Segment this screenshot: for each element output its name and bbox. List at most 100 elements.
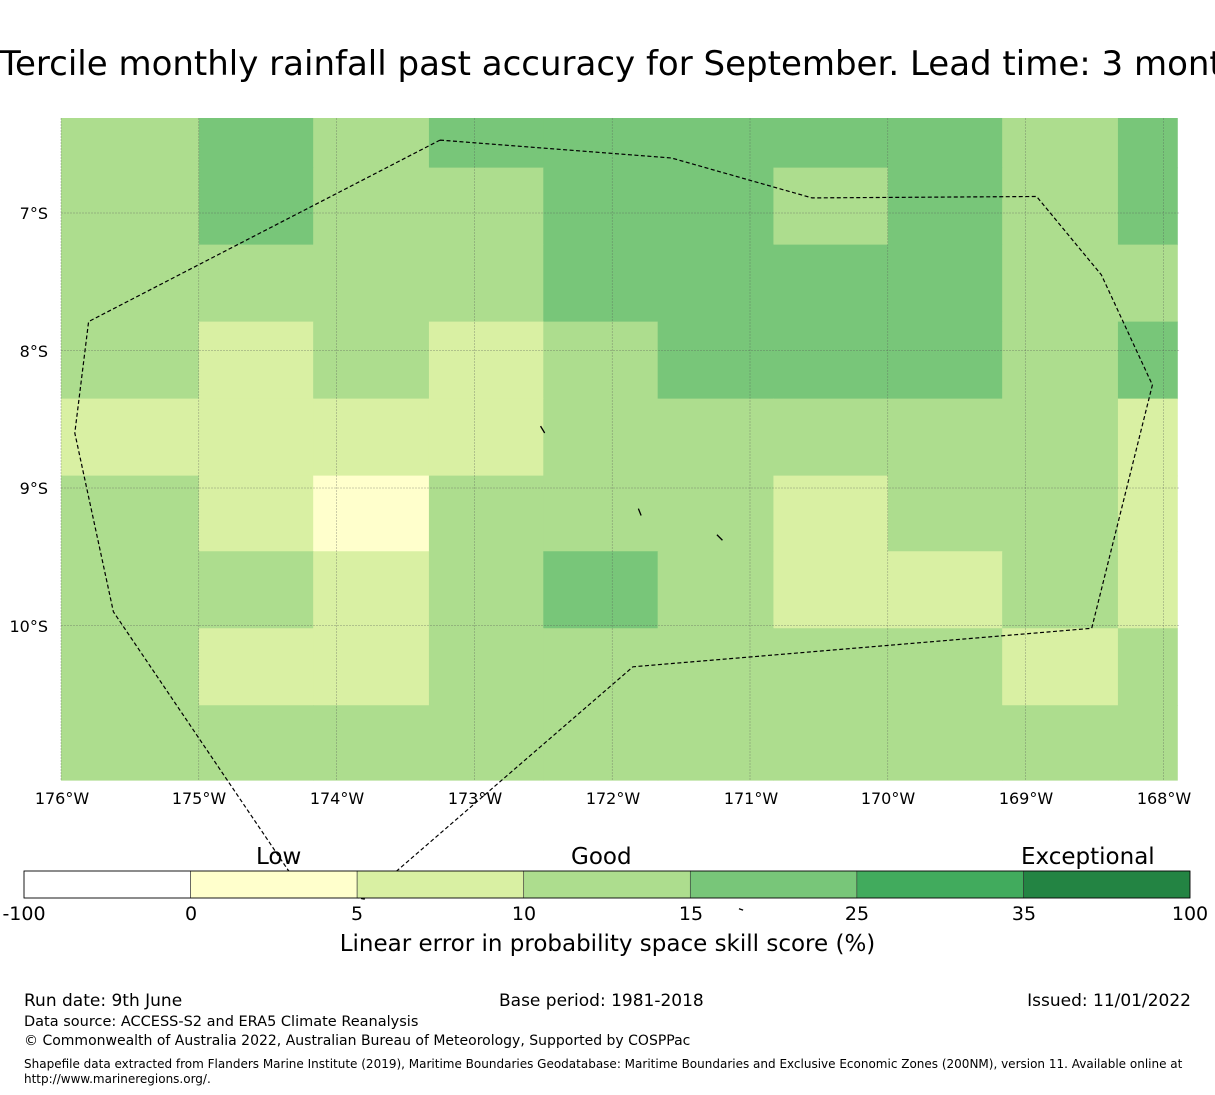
skill-map — [23, 118, 1191, 911]
skill-cell — [313, 167, 430, 246]
island-outline — [738, 908, 744, 911]
colorbar-tick: 0 — [184, 903, 198, 925]
colorbar-tick: -100 — [2, 903, 46, 925]
skill-cell — [313, 705, 430, 781]
colorbar-bin — [356, 870, 525, 899]
skill-cell — [313, 475, 430, 552]
island-outline — [637, 508, 642, 516]
skill-cell — [61, 475, 200, 552]
lon-label-176w: 176°W — [34, 789, 90, 808]
skill-cell — [1002, 628, 1119, 706]
lon-label-171w: 171°W — [723, 789, 779, 808]
skill-cell — [887, 628, 1003, 706]
skill-cell — [1002, 475, 1119, 552]
skill-cell — [657, 321, 775, 400]
skill-cell — [657, 628, 775, 706]
skill-cell — [887, 167, 1003, 246]
skill-cell — [773, 475, 889, 552]
skill-cell — [887, 321, 1003, 400]
skill-cell — [428, 705, 544, 781]
skill-cell — [198, 628, 314, 706]
lat-label-8s: 8°S — [19, 342, 48, 361]
skill-cell — [543, 244, 659, 323]
shapefile-note: Shapefile data extracted from Flanders M… — [24, 1057, 1183, 1086]
skill-cell — [1002, 167, 1119, 246]
skill-cell — [773, 167, 889, 246]
skill-cell — [1002, 705, 1119, 781]
run-date: Run date: 9th June — [24, 991, 183, 1011]
skill-cell — [313, 244, 430, 323]
skill-cell — [428, 398, 544, 477]
skill-cell — [657, 398, 775, 477]
skill-cell — [1117, 167, 1178, 246]
lon-label-174w: 174°W — [309, 789, 365, 808]
base-period: Base period: 1981-2018 — [499, 991, 704, 1011]
colorbar-bin — [523, 870, 691, 899]
skill-cell — [773, 551, 889, 629]
island-outline — [539, 425, 546, 434]
lon-label-170w: 170°W — [860, 789, 916, 808]
skill-cell — [1117, 244, 1178, 323]
skill-cell — [428, 628, 544, 706]
skill-cell — [198, 475, 314, 552]
skill-cell — [198, 398, 314, 477]
skill-cell — [887, 705, 1003, 781]
skill-cell — [543, 551, 659, 629]
skill-cell — [887, 475, 1003, 552]
skill-cell — [428, 551, 544, 629]
skill-cell — [61, 398, 200, 477]
skill-cell — [887, 244, 1003, 323]
lon-label-169w: 169°W — [998, 789, 1054, 808]
skill-cell — [198, 705, 314, 781]
colorbar-tick: 10 — [511, 903, 537, 925]
colorbar-tick: 15 — [678, 903, 704, 925]
skill-cell — [61, 118, 200, 169]
skill-cell — [313, 118, 430, 169]
colorbar-tick: 5 — [350, 903, 364, 925]
skill-cell — [198, 244, 314, 323]
skill-cell — [1117, 551, 1178, 629]
skill-cell — [543, 705, 659, 781]
colorbar-bin — [1023, 870, 1191, 899]
skill-cell — [543, 118, 659, 169]
skill-cell — [773, 628, 889, 706]
colorbar-tick: 25 — [844, 903, 870, 925]
skill-cell — [428, 167, 544, 246]
skill-cell — [773, 321, 889, 400]
lon-label-175w: 175°W — [171, 789, 227, 808]
skill-cell — [428, 321, 544, 400]
skill-cell — [773, 398, 889, 477]
skill-cell — [61, 167, 200, 246]
skill-cell — [773, 705, 889, 781]
data-source: Data source: ACCESS-S2 and ERA5 Climate … — [24, 1014, 419, 1030]
skill-cell — [198, 551, 314, 629]
skill-cell — [61, 551, 200, 629]
skill-cell — [773, 244, 889, 323]
colorbar-bin — [23, 870, 191, 899]
graticule — [60, 118, 1179, 780]
colorbar-category-exceptional: Exceptional — [1021, 844, 1155, 870]
colorbar-frame — [23, 870, 1191, 899]
copyright: © Commonwealth of Australia 2022, Austra… — [24, 1033, 691, 1049]
skill-cell — [657, 475, 775, 552]
islands — [539, 425, 744, 911]
skill-cell — [1002, 551, 1119, 629]
skill-cell — [657, 551, 775, 629]
skill-cell — [543, 321, 659, 400]
skill-cell — [313, 628, 430, 706]
island-outline — [716, 534, 723, 541]
colorbar-bin — [856, 870, 1024, 899]
colorbar-category-good: Good — [571, 844, 632, 870]
skill-cell — [198, 167, 314, 246]
skill-cell — [543, 398, 659, 477]
skill-cell — [887, 551, 1003, 629]
colorbar-label: Linear error in probability space skill … — [339, 931, 876, 957]
skill-cell — [198, 118, 314, 169]
skill-cell — [1002, 244, 1119, 323]
skill-cell — [1002, 118, 1119, 169]
lon-label-168w: 168°W — [1136, 789, 1192, 808]
eez-boundary-line — [74, 139, 1154, 900]
lon-label-172w: 172°W — [585, 789, 641, 808]
skill-cell — [61, 321, 200, 400]
skill-cell — [887, 118, 1003, 169]
